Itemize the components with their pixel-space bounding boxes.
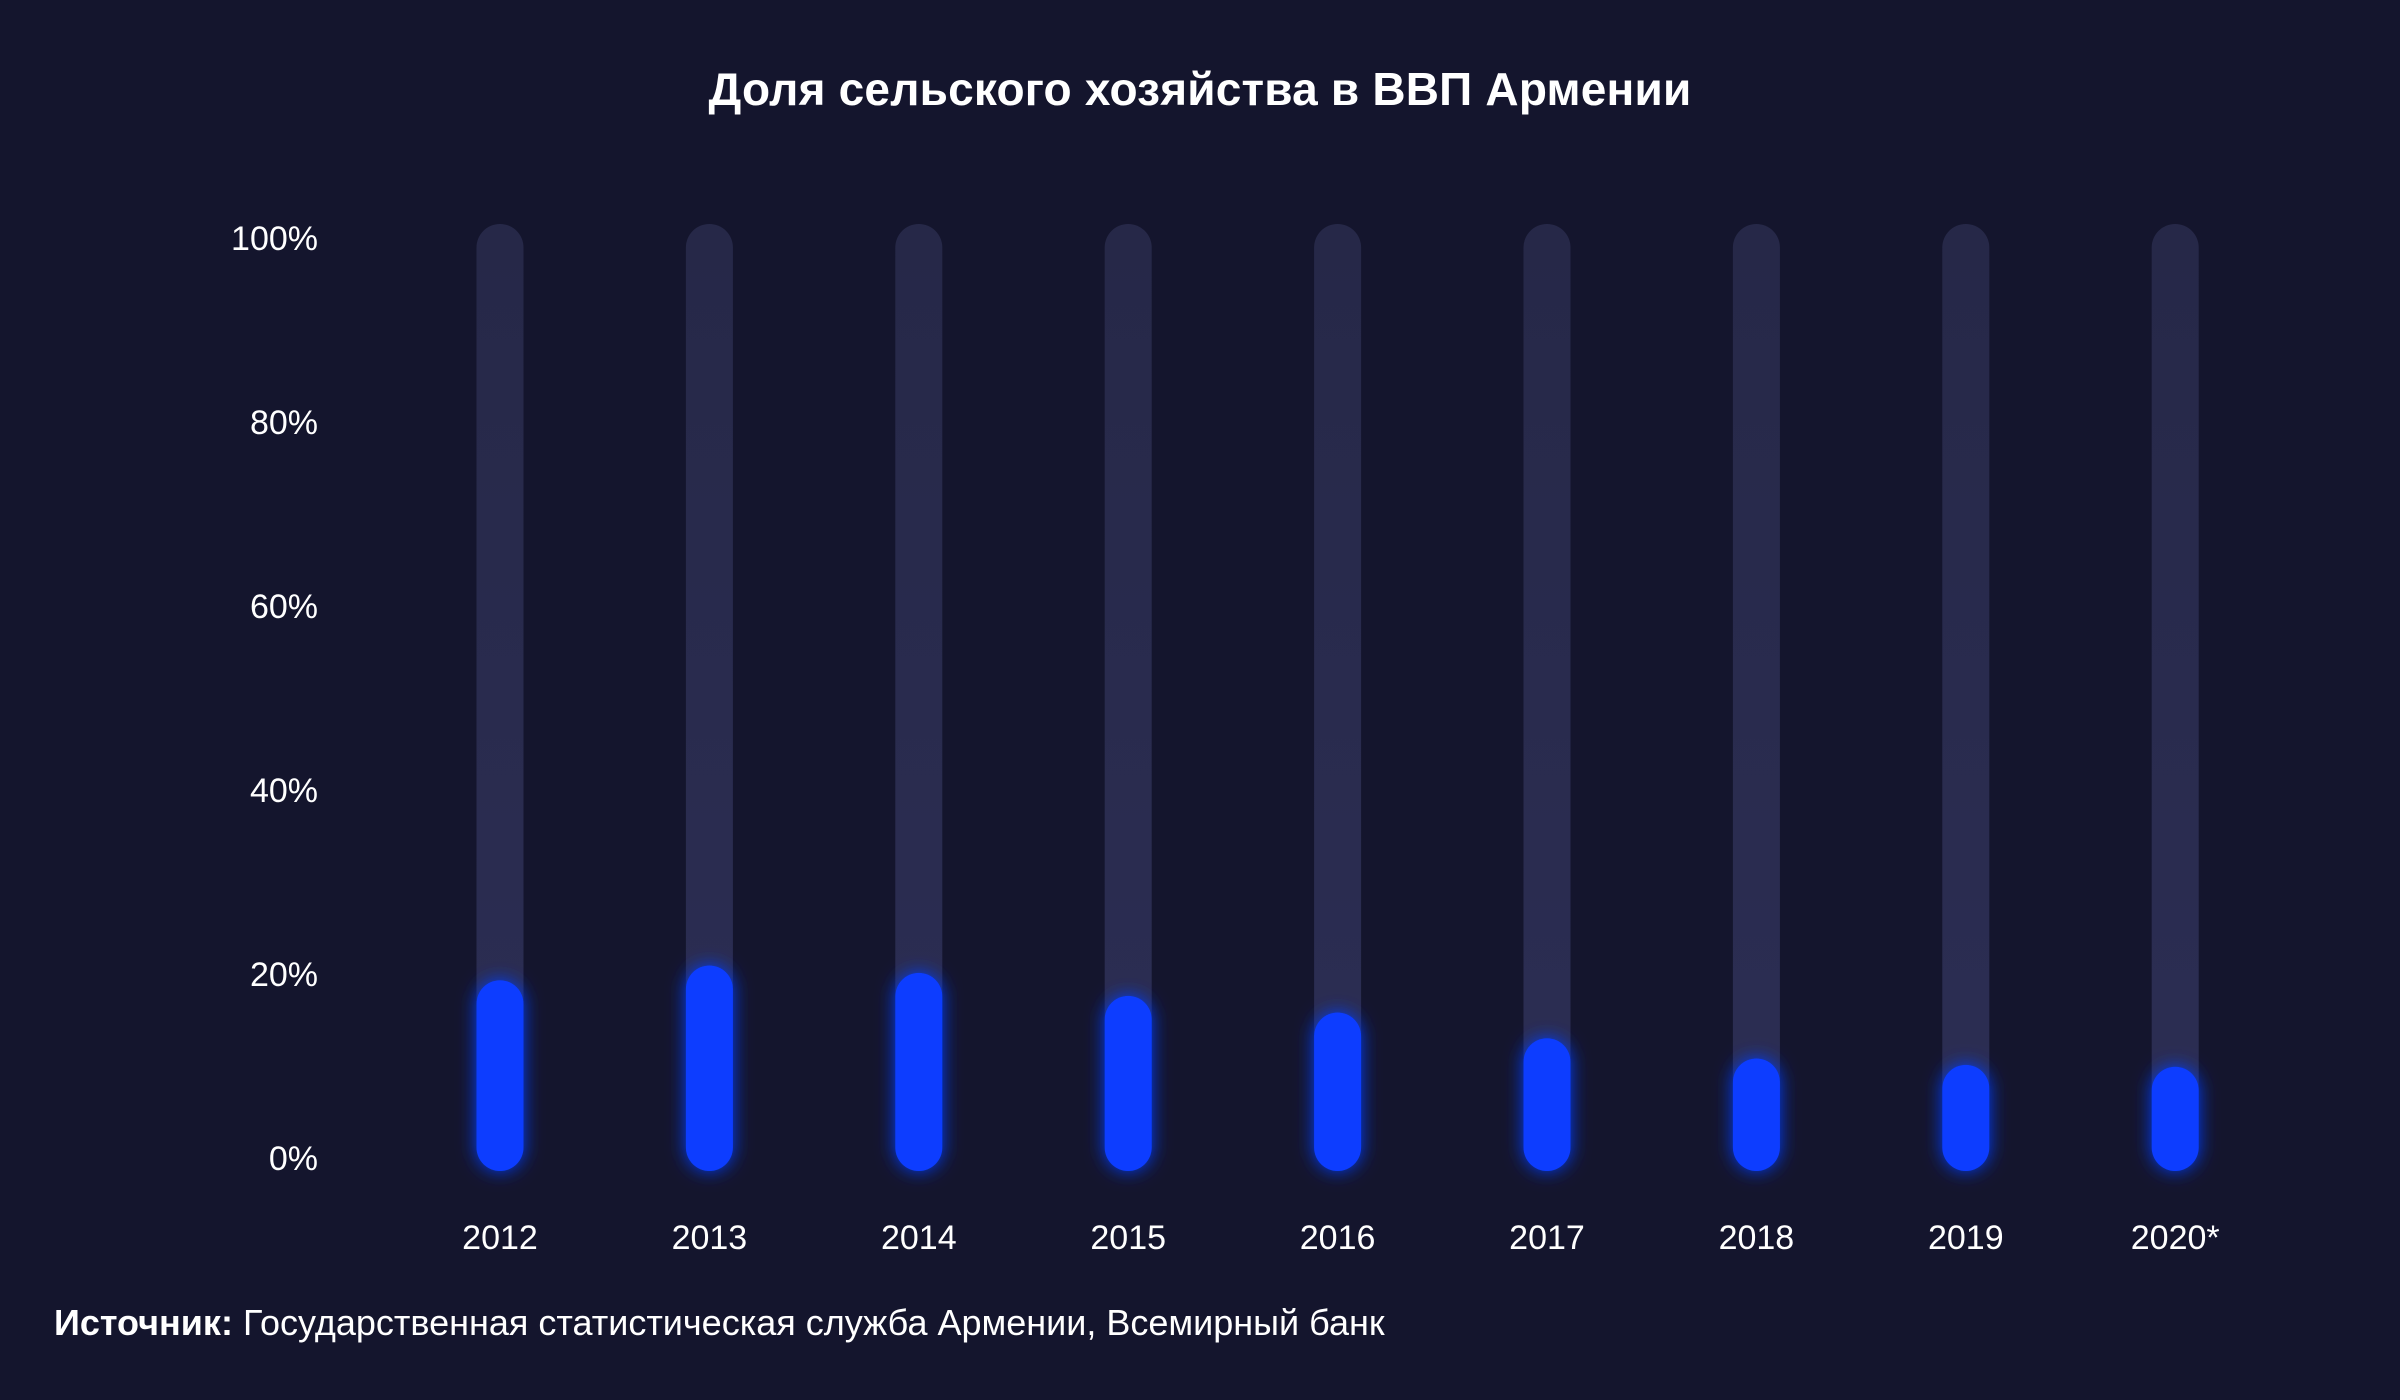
bar-track — [1942, 224, 1990, 1171]
x-tick-label: 2014 — [881, 1219, 957, 1257]
bar-track — [1732, 224, 1780, 1171]
bars — [476, 965, 2199, 1171]
y-tick-label: 0% — [269, 1140, 318, 1178]
y-tick-label: 20% — [250, 956, 318, 994]
y-tick-label: 80% — [250, 404, 318, 442]
bar-track — [2151, 224, 2199, 1171]
y-axis-ticks: 0% 20% 40% 60% 80% 100% — [231, 220, 318, 1178]
bar — [1523, 1038, 1571, 1171]
x-axis-labels: 2012 2013 2014 2015 2016 2017 2018 2019 2020* — [462, 1219, 2219, 1257]
bar — [1314, 1012, 1362, 1171]
bar-tracks — [476, 224, 2199, 1171]
bar-track — [1104, 224, 1152, 1171]
bar — [895, 972, 943, 1171]
x-tick-label: 2020* — [2131, 1219, 2220, 1257]
chart-title: Доля сельского хозяйства в ВВП Армении — [708, 63, 1692, 115]
x-tick-label: 2012 — [462, 1219, 538, 1257]
source-note: Источник: Государственная статистическая… — [54, 1302, 1385, 1344]
bar-track — [1523, 224, 1571, 1171]
bar-track — [1314, 224, 1362, 1171]
x-tick-label: 2013 — [672, 1219, 748, 1257]
bar — [685, 965, 733, 1171]
bar — [1942, 1064, 1990, 1171]
bar — [2151, 1066, 2199, 1171]
y-tick-label: 60% — [250, 588, 318, 626]
y-tick-label: 100% — [231, 220, 318, 258]
x-tick-label: 2019 — [1928, 1219, 2004, 1257]
y-tick-label: 40% — [250, 772, 318, 810]
source-text: Государственная статистическая служба Ар… — [232, 1302, 1385, 1343]
x-tick-label: 2016 — [1300, 1219, 1376, 1257]
x-tick-label: 2015 — [1090, 1219, 1166, 1257]
bar-track — [685, 224, 733, 1171]
bar — [1732, 1058, 1780, 1171]
bar-track — [895, 224, 943, 1171]
bar — [476, 980, 524, 1171]
x-tick-label: 2017 — [1509, 1219, 1585, 1257]
bar — [1104, 995, 1152, 1171]
bar-track — [476, 224, 524, 1171]
source-label: Источник: — [54, 1302, 233, 1343]
x-tick-label: 2018 — [1719, 1219, 1795, 1257]
